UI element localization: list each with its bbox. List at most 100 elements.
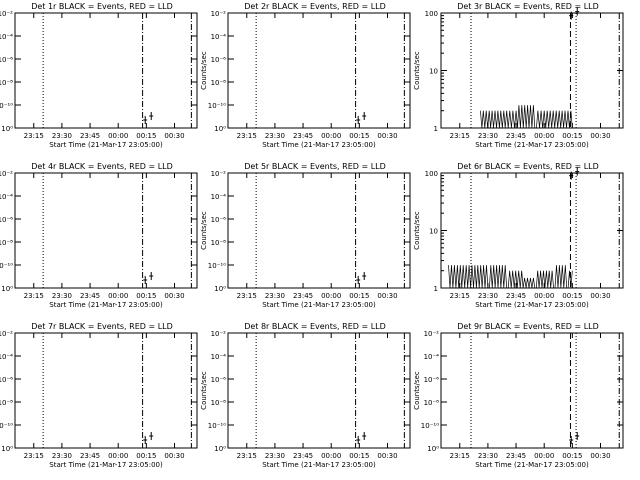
- x-tick-label: 00:15: [349, 132, 369, 140]
- chart-panel-5: Det 5r BLACK = Events, RED = LLD Counts/s…: [200, 162, 411, 309]
- chart-title: Det 2r BLACK = Events, RED = LLD: [244, 2, 386, 11]
- chart-panel-4: Det 4r BLACK = Events, RED = LLDCounts/s…: [0, 162, 198, 309]
- x-tick-label: 00:00: [534, 452, 554, 460]
- x-tick-label: 23:30: [478, 132, 498, 140]
- x-tick-label: 23:15: [24, 292, 44, 300]
- plot-frame: [227, 332, 411, 449]
- x-tick-label: 00:15: [136, 132, 156, 140]
- x-tick-label: 00:00: [321, 292, 341, 300]
- x-tick-label: 00:15: [349, 292, 369, 300]
- y-tick-label: 10⁰: [1, 125, 13, 133]
- x-tick-label: 23:45: [80, 452, 100, 460]
- y-tick-label: 10⁰: [214, 285, 226, 293]
- y-tick-label: 10⁻²: [211, 10, 227, 18]
- x-tick-label: 23:30: [52, 132, 72, 140]
- y-axis-label: Counts/sec: [413, 211, 421, 250]
- x-tick-label: 00:00: [108, 292, 128, 300]
- chart-title: Det 7r BLACK = Events, RED = LLD: [31, 322, 173, 331]
- x-axis-label: Start Time (21-Mar-17 23:05:00): [49, 301, 163, 309]
- x-tick-label: 23:30: [478, 292, 498, 300]
- plot-frame: [227, 12, 411, 129]
- x-tick-label: 23:15: [237, 452, 257, 460]
- x-tick-label: 00:15: [136, 292, 156, 300]
- y-tick-label: 10⁻⁶: [0, 56, 13, 64]
- y-tick-label: 10⁻²: [0, 10, 13, 18]
- y-tick-label: 10⁻⁶: [211, 56, 227, 64]
- x-tick-label: 00:00: [108, 132, 128, 140]
- chart-panel-2: Det 2r BLACK = Events, RED = LLD Counts/s…: [200, 2, 411, 149]
- x-tick-label: 23:45: [293, 452, 313, 460]
- y-tick-label: 10⁻⁴: [211, 33, 227, 41]
- y-tick-label: 10⁰: [214, 445, 226, 453]
- x-axis-label: Start Time (21-Mar-17 23:05:00): [49, 141, 163, 149]
- x-tick-label: 23:15: [24, 452, 44, 460]
- x-tick-label: 23:30: [265, 132, 285, 140]
- y-tick-label: 10⁻⁴: [0, 193, 13, 201]
- y-tick-label: 10⁻²: [0, 170, 13, 178]
- y-tick-label: 10⁻¹⁰: [208, 422, 226, 430]
- x-axis-label: Start Time (21-Mar-17 23:05:00): [475, 461, 589, 469]
- y-tick-label: 10⁻⁸: [0, 399, 13, 407]
- y-tick-label: 10⁻⁸: [0, 79, 13, 87]
- x-tick-label: 00:30: [590, 132, 610, 140]
- x-tick-label: 00:00: [321, 132, 341, 140]
- x-tick-label: 00:30: [377, 292, 397, 300]
- y-tick-label: 10⁰: [1, 285, 13, 293]
- chart-panel-6: Det 6r BLACK = Events, RED = LLD Counts/s…: [413, 162, 624, 309]
- y-tick-label: 10⁻⁴: [211, 353, 227, 361]
- y-tick-label: 10⁻⁶: [211, 376, 227, 384]
- plot-frame: [440, 332, 624, 449]
- x-tick-label: 23:15: [237, 292, 257, 300]
- x-tick-label: 23:30: [52, 452, 72, 460]
- x-tick-label: 00:15: [562, 132, 582, 140]
- y-tick-label: 100: [425, 10, 438, 18]
- y-tick-label: 10⁻⁸: [0, 239, 13, 247]
- x-tick-label: 23:45: [506, 292, 526, 300]
- y-tick-label: 10⁻⁸: [424, 399, 440, 407]
- y-tick-label: 10⁻⁸: [211, 239, 227, 247]
- chart-title: Det 4r BLACK = Events, RED = LLD: [31, 162, 173, 171]
- y-tick-label: 10⁻⁴: [424, 353, 440, 361]
- x-tick-label: 00:00: [108, 452, 128, 460]
- plot-frame: [14, 172, 198, 289]
- chart-panel-9: Det 9r BLACK = Events, RED = LLD Counts/s…: [413, 322, 624, 469]
- x-tick-label: 23:30: [52, 292, 72, 300]
- x-tick-label: 00:00: [534, 292, 554, 300]
- y-tick-label: 10⁻⁴: [0, 33, 13, 41]
- x-axis-label: Start Time (21-Mar-17 23:05:00): [475, 301, 589, 309]
- y-tick-label: 10⁻⁸: [211, 399, 227, 407]
- y-tick-label: 10⁻⁶: [424, 376, 440, 384]
- x-tick-label: 23:45: [80, 132, 100, 140]
- y-tick-label: 10⁻¹⁰: [0, 102, 13, 110]
- y-tick-label: 10⁰: [1, 445, 13, 453]
- y-tick-label: 10⁻⁶: [211, 216, 227, 224]
- y-axis-label: Counts/sec: [413, 371, 421, 410]
- x-tick-label: 23:15: [237, 132, 257, 140]
- plot-frame: [14, 12, 198, 129]
- chart-panel-1: Det 1r BLACK = Events, RED = LLDCounts/s…: [0, 2, 198, 149]
- y-tick-label: 1: [434, 125, 438, 133]
- y-axis-label: Counts/sec: [200, 211, 208, 250]
- x-tick-label: 00:15: [349, 452, 369, 460]
- y-tick-label: 1: [434, 285, 438, 293]
- x-tick-label: 00:30: [377, 452, 397, 460]
- y-tick-label: 10⁰: [427, 445, 439, 453]
- y-tick-label: 10: [429, 228, 438, 236]
- y-tick-label: 10: [429, 68, 438, 76]
- chart-title: Det 9r BLACK = Events, RED = LLD: [457, 322, 599, 331]
- x-tick-label: 00:15: [562, 292, 582, 300]
- chart-panel-3: Det 3r BLACK = Events, RED = LLD Counts/s…: [413, 2, 624, 149]
- y-tick-label: 10⁻¹⁰: [0, 262, 13, 270]
- x-tick-label: 00:00: [534, 132, 554, 140]
- x-tick-label: 23:30: [265, 452, 285, 460]
- x-tick-label: 00:15: [136, 452, 156, 460]
- x-tick-label: 23:15: [450, 132, 470, 140]
- y-tick-label: 10⁻⁶: [0, 216, 13, 224]
- y-axis-label: Counts/sec: [200, 371, 208, 410]
- x-tick-label: 23:45: [80, 292, 100, 300]
- x-axis-label: Start Time (21-Mar-17 23:05:00): [475, 141, 589, 149]
- x-tick-label: 00:00: [321, 452, 341, 460]
- y-axis-label: Counts/sec: [200, 51, 208, 90]
- chart-title: Det 6r BLACK = Events, RED = LLD: [457, 162, 599, 171]
- plot-frame: [227, 172, 411, 289]
